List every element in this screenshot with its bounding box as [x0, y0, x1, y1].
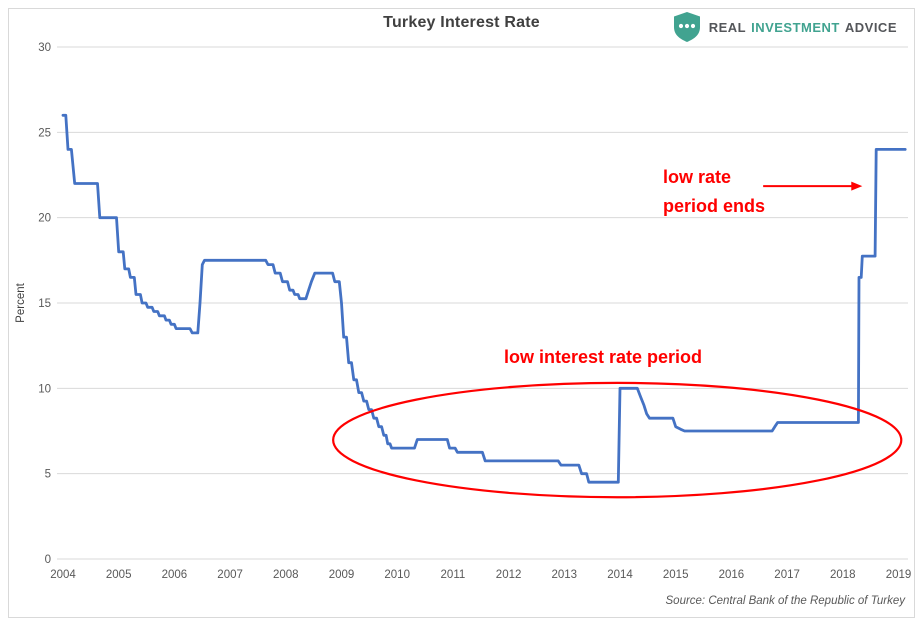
- interest-rate-line: [61, 113, 907, 484]
- x-tick-label: 2016: [719, 569, 745, 581]
- x-tick-label: 2010: [384, 569, 410, 581]
- y-tick-label: 15: [38, 298, 51, 310]
- y-tick-label: 30: [38, 42, 51, 54]
- chart-title: Turkey Interest Rate: [383, 14, 540, 31]
- x-tick-label: 2005: [106, 569, 132, 581]
- y-axis-title: Percent: [15, 282, 27, 322]
- brand-word-real: REAL: [708, 19, 747, 35]
- source-credit: Source: Central Bank of the Republic of …: [665, 595, 906, 607]
- y-tick-label: 20: [38, 213, 51, 225]
- y-tick-label: 5: [45, 469, 51, 481]
- brand-word-advice: ADVICE: [844, 19, 897, 35]
- x-tick-label: 2013: [552, 569, 578, 581]
- annotation-arrow-head: [851, 181, 863, 191]
- x-tick-label: 2014: [607, 569, 633, 581]
- brand-word-investment: INVESTMENT: [751, 19, 840, 35]
- x-tick-label: 2006: [162, 569, 188, 581]
- y-tick-label: 10: [38, 383, 51, 395]
- x-tick-label: 2004: [50, 569, 76, 581]
- x-tick-label: 2011: [441, 569, 466, 581]
- annotation-line1: low rate: [663, 167, 732, 187]
- brand-wordmark: REAL INVESTMENT ADVICE: [709, 20, 897, 35]
- annotation-ellipse: [332, 381, 903, 499]
- x-tick-label: 2018: [830, 569, 856, 581]
- brand-logo: REAL INVESTMENT ADVICE: [673, 12, 897, 42]
- x-tick-label: 2015: [663, 569, 689, 581]
- x-tick-label: 2008: [273, 569, 299, 581]
- x-tick-label: 2012: [496, 569, 522, 581]
- x-tick-label: 2007: [217, 569, 243, 581]
- x-tick-label: 2009: [329, 569, 355, 581]
- y-tick-label: 0: [45, 554, 51, 566]
- annotation-low-interest-rate-period: low interest rate period: [503, 347, 703, 367]
- annotation-line2: period ends: [663, 196, 766, 216]
- x-tick-label: 2019: [886, 569, 912, 581]
- y-tick-label: 25: [38, 127, 51, 139]
- shield-icon: [673, 12, 700, 42]
- chart-frame-border: [8, 8, 915, 618]
- x-tick-label: 2017: [774, 569, 800, 581]
- annotation-low-rate-period-ends: low rate period ends: [663, 163, 765, 221]
